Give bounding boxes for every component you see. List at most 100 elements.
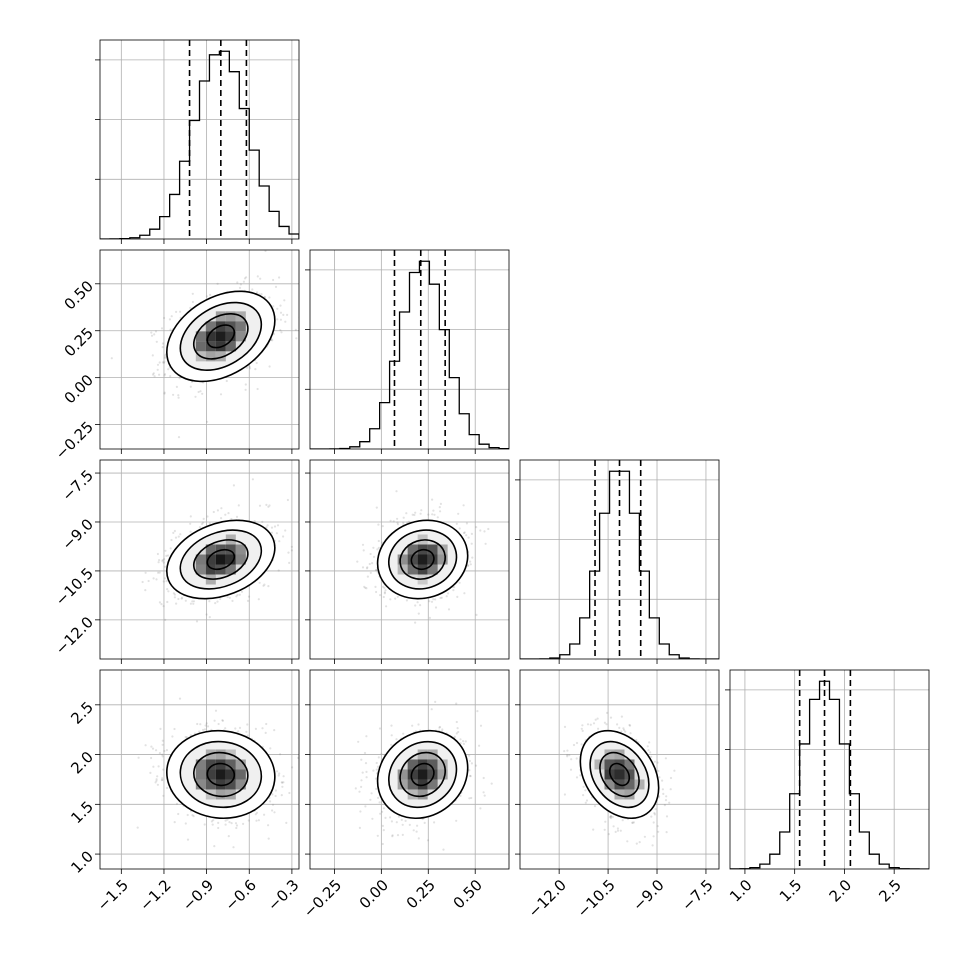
scatter-point [276,318,279,321]
density-cell [437,554,448,565]
scatter-point [173,727,176,731]
scatter-point [381,824,384,828]
scatter-point [439,502,442,505]
scatter-point [217,826,220,830]
scatter-point [579,774,582,777]
scatter-point [158,373,161,376]
scatter-point [216,509,219,512]
scatter-point [439,510,442,513]
scatter-point [191,600,194,603]
scatter-point [384,589,387,592]
scatter-point [235,595,238,598]
x-tick-label: −1.2 [136,876,174,914]
scatter-point [228,596,231,599]
scatter-point [363,585,366,588]
scatter-point [434,598,437,601]
scatter-point [476,710,479,713]
scatter-point [274,285,278,288]
scatter-point [189,306,192,309]
scatter-point [163,374,166,377]
scatter-point [423,821,426,825]
scatter-point [178,697,182,700]
scatter-point [368,562,371,566]
scatter-point [254,727,257,731]
scatter-point [184,735,187,739]
scatter-point [467,564,470,567]
panel-frame [99,39,300,240]
scatter-point [245,276,248,279]
scatter-point [180,597,183,600]
scatter-point [439,596,442,600]
scatter-point [365,735,368,738]
histogram-step [310,260,509,449]
scatter-point [377,796,380,800]
scatter-point [189,515,192,518]
scatter-point [487,527,490,531]
scatter-point [263,583,266,586]
panel-frame [309,459,510,660]
scatter-point [375,568,378,572]
scatter-point [217,722,220,726]
scatter-point [172,393,175,396]
scatter-point [217,821,220,825]
scatter-point [414,621,417,624]
scatter-point [440,596,443,599]
scatter-point [161,559,164,562]
scatter-point [154,330,158,333]
density-cell [417,554,428,565]
scatter-point [412,829,415,832]
scatter-point [262,584,265,587]
scatter-point [245,730,248,733]
scatter-point [469,775,472,778]
density-cell [225,341,236,352]
panel-frame [309,669,510,870]
scatter-point [257,598,260,601]
density-cell [205,351,216,362]
scatter-point [254,368,257,371]
scatter-point [278,540,281,543]
scatter-point [177,394,180,397]
scatter-point [155,779,158,782]
scatter-point [411,513,414,516]
scatter-point [226,818,229,821]
scatter-point [203,823,206,826]
scatter-point [157,765,160,768]
scatter-point [413,513,416,517]
scatter-point [447,608,451,611]
scatter-point [394,597,397,600]
scatter-point [234,822,238,825]
scatter-point [184,822,187,825]
scatter-point [161,342,165,345]
scatter-point [168,318,171,321]
contour-line [193,539,249,580]
scatter-point [428,600,431,603]
scatter-point [246,723,249,726]
scatter-point [650,815,653,818]
y-tick-label: 0.50 [61,277,97,313]
density-cell [215,311,226,322]
scatter-point [468,759,471,763]
density-cell [195,564,206,575]
scatter-point [158,571,161,574]
scatter-point [575,741,579,745]
scatter-point [377,539,380,543]
scatter-point [370,792,373,795]
y-tick-label: −9.0 [59,515,97,553]
scatter-point [163,356,166,359]
scatter-point [365,587,368,590]
scatter-point [165,749,168,752]
density-cell [235,779,246,790]
scatter-point [141,580,144,584]
y-tick-label: 0.25 [61,324,97,360]
scatter-point [445,595,448,598]
scatter-point [455,720,458,724]
scatter-point [570,758,573,761]
density-cell [205,564,216,575]
scatter-point [415,830,418,833]
scatter-point [162,561,165,564]
scatter-point [200,522,204,526]
scatter-point [456,595,459,599]
panel-frame [99,459,300,660]
scatter-point [280,794,283,797]
